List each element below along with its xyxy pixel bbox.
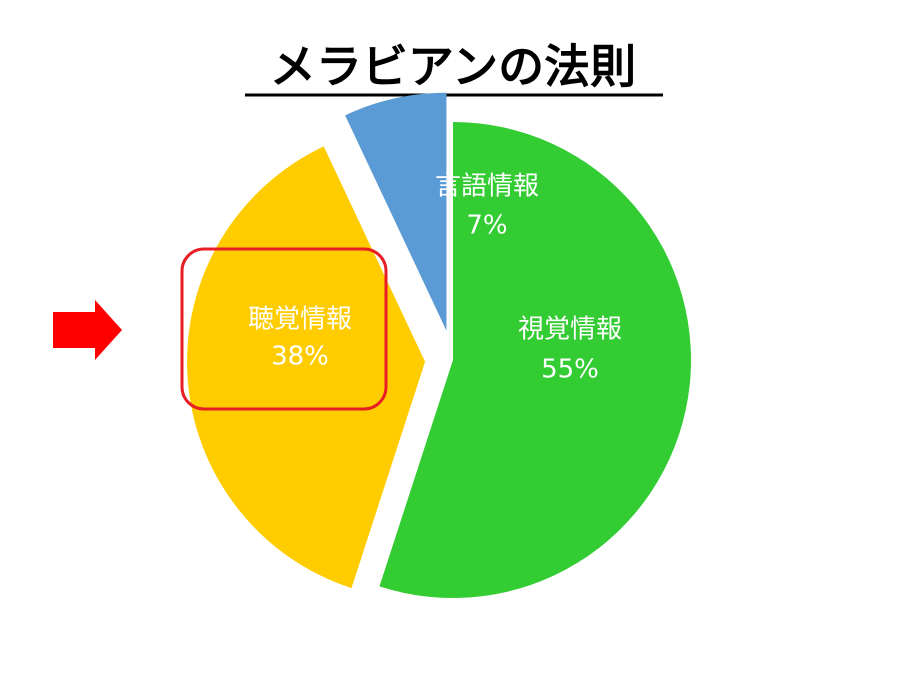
slice-value-label: 55% (541, 355, 599, 385)
pie-slice (379, 122, 691, 598)
pie-slice (345, 92, 447, 331)
pie: 視覚情報 55% 聴覚情報 38% 言語情報 7% (187, 92, 691, 598)
slice-value-label: 7% (466, 211, 507, 241)
highlight-box (180, 247, 388, 411)
slice-category-label: 視覚情報 (518, 315, 622, 345)
slice-value-label: 38% (271, 342, 329, 372)
chart-title: メラビアンの法則 (270, 40, 636, 94)
slice-category-label: 聴覚情報 (248, 305, 352, 335)
slice-category-label: 言語情報 (435, 172, 539, 202)
pie-slice (187, 146, 426, 589)
arrow (53, 300, 122, 360)
